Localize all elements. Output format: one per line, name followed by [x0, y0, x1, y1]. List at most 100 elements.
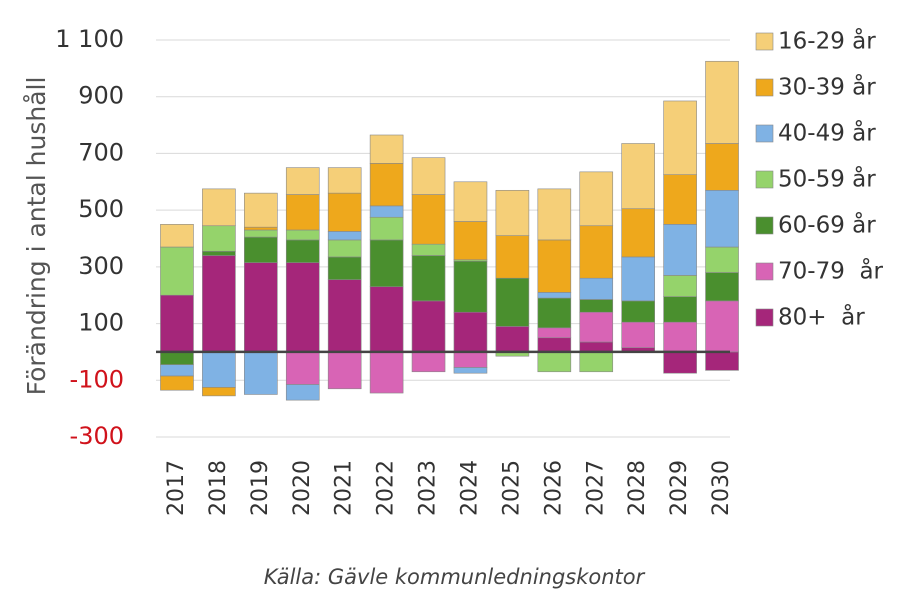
y-tick-label: 500 — [78, 195, 124, 223]
bar-segment — [369, 216, 404, 241]
bar-segment — [495, 235, 530, 279]
bar-segment — [453, 311, 488, 353]
bar-segment — [537, 351, 572, 373]
bar-segment — [202, 387, 236, 397]
bar-segment — [495, 189, 530, 236]
bar-segment — [244, 226, 278, 231]
x-tick-label: 2026 — [541, 460, 566, 516]
bar-segment — [537, 297, 572, 329]
bar-segment — [579, 351, 614, 373]
bar-segment — [621, 256, 655, 302]
bar-segment — [327, 192, 362, 232]
bar-segment — [369, 239, 404, 288]
bar-segment — [244, 229, 278, 238]
bar-segment — [160, 224, 194, 248]
y-tick-label: 100 — [78, 309, 124, 337]
bar-segment — [453, 181, 488, 222]
legend-swatch — [755, 78, 774, 97]
bar-segment — [621, 321, 655, 348]
bar-segment — [537, 327, 572, 339]
bar-segment — [705, 143, 739, 191]
bar-segment — [579, 311, 614, 343]
bar-segment — [160, 246, 194, 296]
y-tick-label: 300 — [78, 252, 124, 280]
legend-label: 30-39 år — [778, 73, 876, 101]
bar-segment — [537, 292, 572, 299]
legend-swatch — [755, 216, 774, 235]
bar-segment — [202, 188, 236, 227]
bar-segment — [411, 300, 446, 353]
bar-segment — [202, 250, 236, 256]
legend-label: 60-69 år — [778, 211, 876, 239]
x-tick-label: 2019 — [248, 460, 273, 516]
x-tick-label: 2027 — [583, 460, 608, 516]
bar-segment — [579, 299, 614, 313]
bar-segment — [327, 231, 362, 241]
x-tick-label: 2022 — [374, 460, 399, 516]
x-tick-label: 2024 — [457, 460, 482, 516]
bar-segment — [244, 262, 278, 353]
bar-segment — [705, 246, 739, 273]
bar-segment — [453, 351, 488, 368]
bar-segment — [663, 174, 697, 225]
x-tick-label: 2020 — [290, 460, 315, 516]
x-tick-label: 2025 — [499, 460, 524, 516]
bar-segment — [621, 208, 655, 258]
bar-segment — [453, 221, 488, 261]
bar-segment — [453, 367, 488, 374]
bar-segment — [285, 239, 320, 263]
bar-segment — [579, 341, 614, 353]
bar-segment — [537, 188, 572, 241]
bar-segment — [495, 277, 530, 327]
bar-segment — [327, 279, 362, 353]
y-tick-label: 700 — [78, 138, 124, 166]
bar-segment — [244, 351, 278, 395]
bar-segment — [327, 256, 362, 280]
bar-segment — [705, 351, 739, 371]
bar-segment — [285, 229, 320, 241]
bar-segment — [705, 189, 739, 248]
bar-segment — [369, 286, 404, 353]
bar-segment — [285, 262, 320, 353]
y-tick-label: -100 — [70, 365, 124, 393]
bar-segment — [327, 351, 362, 390]
source: Källa: Gävle kommunledningskontor — [264, 565, 646, 589]
bar-segment — [705, 300, 739, 353]
x-tick-label: 2018 — [206, 460, 231, 516]
x-tick-label: 2023 — [416, 460, 441, 516]
bar-segment — [411, 194, 446, 245]
x-tick-label: 2029 — [667, 460, 692, 516]
bar-segment — [411, 351, 446, 373]
bar-segment — [411, 157, 446, 195]
bar-segment — [285, 384, 320, 401]
legend-label: 40-49 år — [778, 119, 876, 147]
bar-segment — [285, 351, 320, 385]
bar-segment — [369, 205, 404, 218]
legend-label: 16-29 år — [778, 27, 876, 55]
bar-segment — [579, 225, 614, 279]
bar-segment — [495, 326, 530, 353]
bar-segment — [369, 134, 404, 164]
bar-segment — [369, 163, 404, 207]
bar-segment — [202, 255, 236, 353]
bar-segment — [369, 351, 404, 394]
bar-segment — [663, 275, 697, 297]
bar-segment — [285, 194, 320, 231]
bar-segment — [202, 225, 236, 252]
bar-segment — [579, 277, 614, 300]
y-axis-label: Förändring i antal hushåll — [22, 77, 51, 396]
bar-segment — [537, 337, 572, 353]
y-tick-label: 1 100 — [55, 25, 124, 53]
x-tick-label: 2030 — [709, 460, 734, 516]
y-tick-label: 900 — [78, 82, 124, 110]
x-tick-label: 2017 — [164, 460, 189, 516]
bar-segment — [411, 255, 446, 302]
bar-segment — [663, 296, 697, 323]
bar-segment — [244, 236, 278, 263]
legend-swatch — [755, 124, 774, 143]
bar-segment — [160, 294, 194, 353]
legend-swatch — [755, 308, 774, 327]
bar-segment — [579, 171, 614, 227]
bar-segment — [663, 321, 697, 353]
legend-swatch — [755, 170, 774, 189]
